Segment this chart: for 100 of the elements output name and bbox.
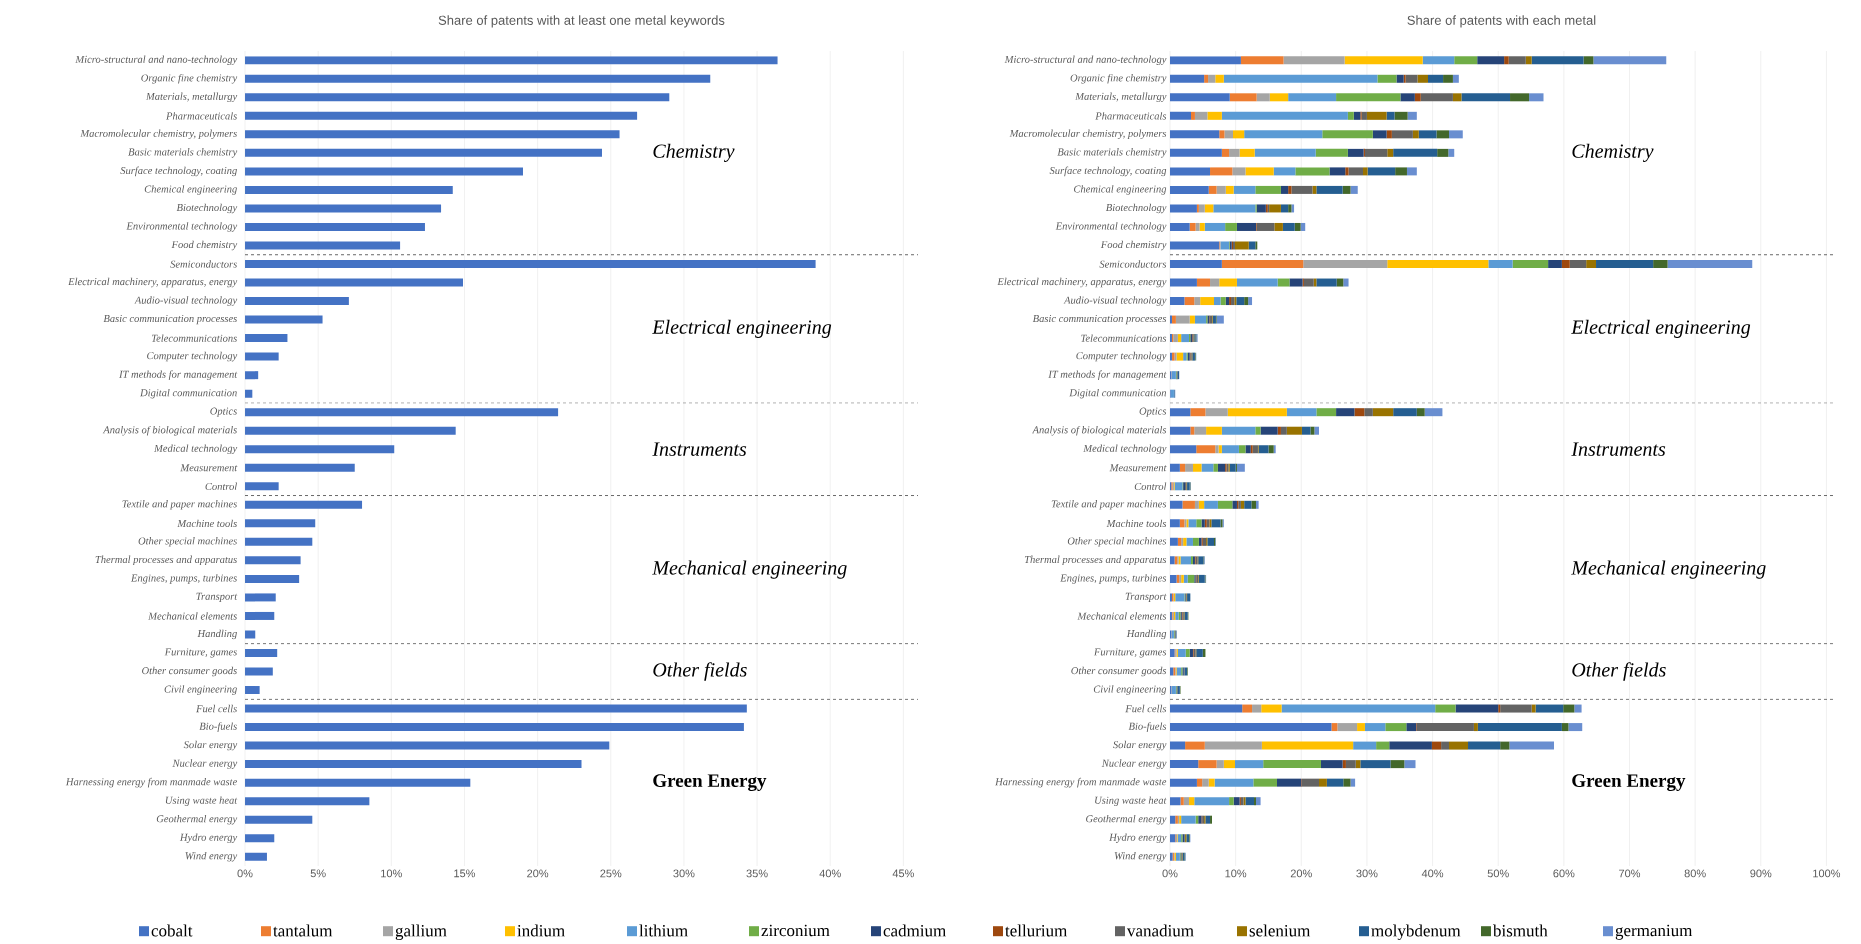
- y-tick-label: Using waste heat: [165, 796, 238, 806]
- annotation: Chemistry: [1572, 143, 1654, 162]
- y-tick-label: Biotechnology: [1105, 203, 1167, 214]
- y-tick-label: Solar energy: [183, 740, 238, 751]
- y-tick-label: Medical technology: [1083, 444, 1167, 454]
- y-tick-label: Digital communication: [139, 388, 237, 399]
- y-tick-label: Computer technology: [147, 351, 238, 362]
- x-tick-label: 20%: [527, 869, 549, 878]
- y-tick-label: Hydro energy: [1109, 833, 1167, 843]
- y-tick-label: Pharmaceuticals: [165, 112, 237, 120]
- annotation: Electrical engineering: [1571, 319, 1751, 338]
- x-tick-label: 30%: [1356, 869, 1378, 878]
- legend-label: selenium: [1249, 924, 1311, 937]
- y-tick-label: Biotechnology: [176, 203, 238, 214]
- legend-label: cadmium: [883, 924, 946, 937]
- y-tick-label: Audio-visual technology: [1063, 296, 1167, 306]
- y-tick-label: Mechanical elements: [148, 612, 237, 620]
- x-tick-label: 50%: [1487, 869, 1509, 878]
- y-tick-label: Semiconductors: [170, 260, 237, 268]
- chart-title: Share of patents with each metal: [1407, 15, 1596, 28]
- legend-label: indium: [517, 924, 565, 937]
- y-tick-label: Organic fine chemistry: [141, 73, 238, 84]
- y-tick-label: Transport: [1125, 592, 1167, 602]
- y-tick-label: Chemical engineering: [1074, 185, 1167, 195]
- y-tick-label: Food chemistry: [171, 240, 238, 251]
- y-tick-label: Harnessing energy from manmade waste: [65, 777, 237, 788]
- annotation: Green Energy: [1572, 774, 1686, 792]
- y-tick-label: Nuclear energy: [1101, 759, 1167, 769]
- annotation: Mechanical engineering: [652, 560, 847, 579]
- legend-label: germanium: [1615, 924, 1693, 940]
- x-tick-label: 0%: [1162, 869, 1178, 878]
- y-tick-label: Macromolecular chemistry, polymers: [80, 129, 237, 140]
- y-tick-label: IT methods for management: [119, 370, 238, 380]
- y-tick-label: Other consumer goods: [1071, 666, 1167, 677]
- x-tick-label: 40%: [1421, 869, 1444, 878]
- y-tick-label: Other special machines: [138, 537, 237, 547]
- y-tick-label: Handling: [197, 629, 237, 640]
- x-tick-label: 35%: [746, 869, 768, 878]
- y-tick-label: Surface technology, coating: [1049, 166, 1167, 177]
- y-tick-label: Nuclear energy: [172, 759, 238, 769]
- y-tick-label: Using waste heat: [1095, 796, 1167, 806]
- y-tick-label: Wind energy: [185, 851, 238, 862]
- y-tick-label: Pharmaceuticals: [1095, 112, 1167, 120]
- legend-label: cobalt: [151, 924, 193, 937]
- x-tick-label: 10%: [381, 869, 402, 878]
- y-tick-label: Harnessing energy from manmade waste: [995, 777, 1167, 788]
- y-tick-label: Civil engineering: [164, 685, 237, 695]
- y-tick-label: Thermal processes and apparatus: [1024, 555, 1167, 566]
- y-tick-label: Medical technology: [153, 444, 238, 454]
- y-tick-label: Hydro energy: [179, 833, 238, 843]
- y-tick-label: Furniture, games: [1093, 648, 1167, 658]
- y-tick-label: Basic communication processes: [1032, 314, 1167, 325]
- y-tick-label: Telecommunications: [151, 334, 237, 342]
- y-tick-label: Bio-fuels: [1128, 722, 1167, 732]
- y-tick-label: Other special machines: [1067, 537, 1167, 547]
- y-tick-label: Computer technology: [1076, 351, 1167, 362]
- x-tick-label: 45%: [892, 869, 914, 878]
- y-tick-label: Measurement: [1109, 464, 1167, 472]
- x-tick-label: 40%: [819, 869, 841, 878]
- legend-label: zirconium: [761, 924, 830, 937]
- y-tick-label: Digital communication: [1069, 388, 1167, 399]
- y-tick-label: Optics: [210, 407, 237, 417]
- y-tick-label: Materials, metallurgy: [145, 92, 238, 103]
- annotation: Instruments: [1571, 442, 1666, 456]
- y-tick-label: Optics: [1139, 407, 1167, 417]
- legend-label: lithium: [639, 924, 688, 937]
- y-tick-label: Machine tools: [177, 519, 237, 528]
- x-tick-label: 5%: [310, 869, 326, 878]
- legend-label: tellurium: [1005, 924, 1068, 937]
- y-tick-label: Environmental technology: [126, 222, 238, 232]
- y-tick-label: Micro-structural and nano-technology: [1004, 55, 1167, 66]
- y-tick-label: Textile and paper machines: [1051, 500, 1167, 510]
- legend-label: molybdenum: [1371, 924, 1461, 941]
- y-tick-label: Engines, pumps, turbines: [1060, 574, 1167, 584]
- annotation: Instruments: [652, 442, 747, 456]
- x-tick-label: 0%: [237, 869, 253, 878]
- y-tick-label: Analysis of biological materials: [102, 425, 237, 436]
- y-tick-label: Civil engineering: [1093, 685, 1167, 695]
- y-tick-label: Food chemistry: [1100, 240, 1167, 251]
- legend-label: bismuth: [1492, 924, 1548, 937]
- annotation: Chemistry: [653, 143, 735, 162]
- x-tick-label: 100%: [1813, 869, 1841, 878]
- y-tick-label: Geothermal energy: [156, 814, 238, 825]
- y-tick-label: Environmental technology: [1055, 222, 1167, 232]
- chart-title: Share of patents with at least one metal keywords: [438, 15, 725, 28]
- legend-label: tantalum: [273, 924, 333, 937]
- y-tick-label: Bio-fuels: [199, 722, 237, 732]
- annotation: Other fields: [653, 662, 747, 681]
- legend-label: vanadium: [1126, 924, 1194, 937]
- y-tick-label: Basic materials chemistry: [128, 148, 238, 158]
- y-tick-label: Thermal processes and apparatus: [95, 555, 237, 566]
- y-tick-label: Control: [1134, 482, 1167, 490]
- x-tick-label: 10%: [1225, 869, 1247, 878]
- x-tick-label: 70%: [1619, 869, 1641, 878]
- y-tick-label: Machine tools: [1106, 519, 1167, 528]
- y-tick-label: Telecommunications: [1081, 334, 1167, 342]
- y-tick-label: Analysis of biological materials: [1032, 425, 1167, 436]
- x-tick-label: 20%: [1290, 869, 1312, 878]
- annotation: Green Energy: [653, 774, 767, 792]
- y-tick-label: Mechanical elements: [1077, 612, 1167, 620]
